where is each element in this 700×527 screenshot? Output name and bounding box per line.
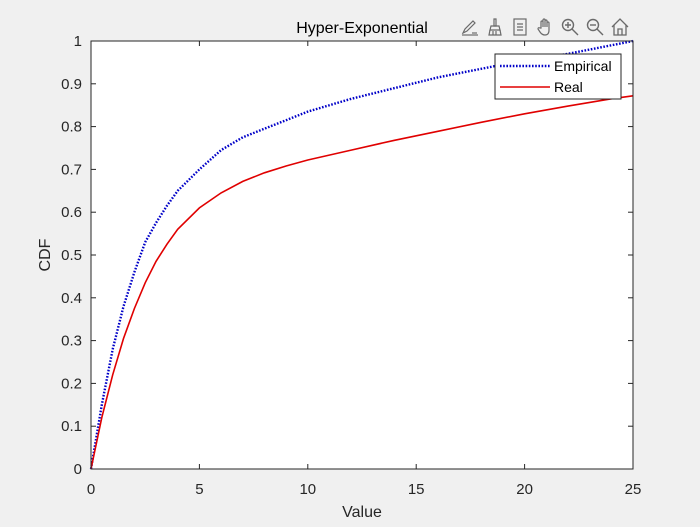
y-tick-label: 0 [74, 461, 82, 478]
edit-icon [461, 20, 478, 36]
axes-background [91, 41, 633, 469]
brush-button[interactable] [484, 16, 506, 38]
home-icon [611, 18, 629, 36]
zoom-in-button[interactable] [559, 16, 581, 38]
y-tick-label: 0.6 [61, 204, 82, 221]
zoom-out-button[interactable] [584, 16, 606, 38]
y-tick-label: 1 [74, 33, 82, 50]
series-line-real [90, 95, 634, 470]
legend-label-empirical: Empirical [554, 58, 612, 74]
axes-toolbar [459, 16, 631, 38]
y-tick-label: 0.9 [61, 76, 82, 93]
y-tick-label: 0.8 [61, 119, 82, 136]
legend-icon [513, 18, 527, 36]
y-tick-label: 0.4 [61, 290, 82, 307]
legend-box [494, 53, 622, 100]
chart-title: Hyper-Exponential [296, 20, 428, 37]
pan-icon [537, 18, 550, 36]
x-tick-label: 10 [299, 481, 316, 498]
x-tick-label: 0 [87, 481, 95, 498]
y-tick-label: 0.5 [61, 247, 82, 264]
legend-label-real: Real [554, 79, 583, 95]
y-tick-label: 0.3 [61, 333, 82, 350]
y-tick-label: 0.7 [61, 161, 82, 178]
ticks: 0 5 10 15 20 25 0 0.1 0.2 0.3 0.4 0.5 0.6 0.7 0.8 0.9 1 [61, 33, 641, 498]
series-line-empirical [89, 39, 634, 470]
y-tick-label: 0.1 [61, 418, 82, 435]
x-axis-label: Value [342, 504, 382, 521]
x-tick-label: 5 [195, 481, 203, 498]
plot-area [89, 39, 634, 470]
x-tick-label: 25 [625, 481, 642, 498]
zoom-in-icon [561, 18, 579, 36]
y-tick-label: 0.2 [61, 375, 82, 392]
y-axis-label: CDF [37, 238, 54, 271]
brush-icon [488, 18, 502, 36]
x-tick-label: 20 [516, 481, 533, 498]
pan-button[interactable] [534, 16, 556, 38]
insert-legend-button[interactable] [509, 16, 531, 38]
home-button[interactable] [609, 16, 631, 38]
x-tick-label: 15 [408, 481, 425, 498]
zoom-out-icon [586, 18, 604, 36]
edit-button[interactable] [459, 16, 481, 38]
legend[interactable]: Empirical Real [494, 53, 622, 100]
